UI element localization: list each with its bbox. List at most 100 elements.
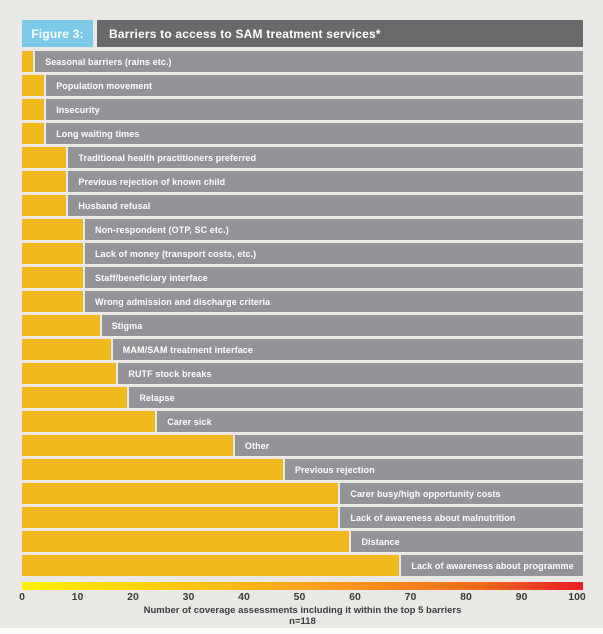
page-margin — [0, 628, 603, 634]
bar-label-box: Seasonal barriers (rains etc.) — [35, 51, 583, 72]
bar-label-box: Lack of awareness about malnutrition — [340, 507, 583, 528]
x-axis-tick: 100 — [568, 591, 586, 603]
bar-row: Non-respondent (OTP, SC etc.) — [22, 219, 583, 240]
bar-label-box: Lack of awareness about programme — [401, 555, 583, 576]
bar-row: Other — [22, 435, 583, 456]
bar-row: Previous rejection — [22, 459, 583, 480]
bar-label-box: Carer busy/high opportunity costs — [340, 483, 583, 504]
bar-label-box: Population movement — [46, 75, 583, 96]
bar-row: Lack of money (transport costs, etc.) — [22, 243, 583, 264]
bar-label-box: Previous rejection of known child — [68, 171, 583, 192]
value-bar — [22, 123, 45, 144]
value-bar — [22, 51, 34, 72]
bar-label: RUTF stock breaks — [128, 368, 212, 379]
value-bar — [22, 435, 233, 456]
bar-label: Non-respondent (OTP, SC etc.) — [95, 224, 229, 235]
bar-row: Wrong admission and discharge criteria — [22, 291, 583, 312]
x-axis-tick: 50 — [293, 591, 306, 603]
value-bar — [22, 555, 400, 576]
bar-row: Lack of awareness about malnutrition — [22, 507, 583, 528]
bar-label-box: Staff/beneficiary interface — [85, 267, 583, 288]
value-bar — [22, 363, 117, 384]
bar-label-box: Distance — [351, 531, 583, 552]
value-bar — [22, 483, 339, 504]
x-axis-tick: 0 — [19, 591, 25, 603]
bar-label: Traditional health practitioners preferr… — [78, 152, 257, 163]
bar-label: Staff/beneficiary interface — [95, 272, 208, 283]
value-bar — [22, 219, 84, 240]
bar-label: Previous rejection — [294, 464, 375, 475]
bar-label-box: Relapse — [129, 387, 583, 408]
bar-row: Relapse — [22, 387, 583, 408]
x-axis-tick: 80 — [460, 591, 472, 603]
bar-label: Wrong admission and discharge criteria — [95, 296, 271, 307]
bar-label-box: Insecurity — [46, 99, 583, 120]
value-bar — [22, 507, 339, 528]
bar-label: Insecurity — [56, 104, 100, 115]
bar-label: Lack of awareness about malnutrition — [350, 512, 516, 523]
bar-label: Husband refusal — [78, 200, 151, 211]
bar-row: Stigma — [22, 315, 583, 336]
bar-label: Previous rejection of known child — [78, 176, 226, 187]
bar-row: Insecurity — [22, 99, 583, 120]
bar-label: Long waiting times — [56, 128, 140, 139]
bar-label-box: Stigma — [101, 315, 583, 336]
value-bar — [22, 387, 128, 408]
bar-label-box: Previous rejection — [284, 459, 583, 480]
bar-label-box: MAM/SAM treatment interface — [112, 339, 583, 360]
x-axis-tick: 40 — [238, 591, 250, 603]
bar-row: Staff/beneficiary interface — [22, 267, 583, 288]
bar-row: Husband refusal — [22, 195, 583, 216]
figure-title: Barriers to access to SAM treatment serv… — [97, 20, 583, 47]
bar-row: MAM/SAM treatment interface — [22, 339, 583, 360]
bar-label-box: Lack of money (transport costs, etc.) — [85, 243, 583, 264]
bar-row: Previous rejection of known child — [22, 171, 583, 192]
bar-label: MAM/SAM treatment interface — [122, 344, 254, 355]
value-bar — [22, 339, 111, 360]
bar-label: Lack of awareness about programme — [411, 560, 574, 571]
bar-label-box: Husband refusal — [68, 195, 583, 216]
value-bar — [22, 75, 45, 96]
bar-row: Traditional health practitioners preferr… — [22, 147, 583, 168]
bar-label: Distance — [361, 536, 400, 547]
x-axis-tick: 70 — [404, 591, 417, 603]
bar-label: Population movement — [56, 80, 153, 91]
bar-row: RUTF stock breaks — [22, 363, 583, 384]
bar-row: Population movement — [22, 75, 583, 96]
bar-row: Distance — [22, 531, 583, 552]
bar-label-box: Wrong admission and discharge criteria — [85, 291, 583, 312]
bar-label: Other — [244, 440, 270, 451]
bar-row: Long waiting times — [22, 123, 583, 144]
bar-label: Lack of money (transport costs, etc.) — [95, 248, 257, 259]
bar-row: Carer sick — [22, 411, 583, 432]
figure-number-badge: Figure 3: — [22, 20, 93, 47]
x-axis-tick: 90 — [515, 591, 528, 603]
value-bar — [22, 411, 156, 432]
bar-label: Stigma — [111, 320, 143, 331]
bar-row: Lack of awareness about programme — [22, 555, 583, 576]
bar-row: Seasonal barriers (rains etc.) — [22, 51, 583, 72]
x-axis: 0 10 20 30 40 50 60 70 80 90 100 — [19, 591, 586, 603]
value-bar — [22, 147, 67, 168]
bar-label: Carer busy/high opportunity costs — [350, 488, 501, 499]
bar-row: Carer busy/high opportunity costs — [22, 483, 583, 504]
axis-gradient-bar — [22, 582, 583, 590]
x-axis-label: Number of coverage assessments including… — [143, 605, 462, 616]
value-bar — [22, 267, 84, 288]
bar-label-box: Other — [234, 435, 583, 456]
value-bar — [22, 531, 350, 552]
bar-chart: Seasonal barriers (rains etc.) Population… — [22, 51, 583, 579]
value-bar — [22, 459, 283, 480]
bar-label: Relapse — [139, 392, 175, 403]
value-bar — [22, 315, 100, 336]
bar-label: Seasonal barriers (rains etc.) — [45, 56, 172, 67]
bar-label-box: Traditional health practitioners preferr… — [68, 147, 583, 168]
bar-label: Carer sick — [167, 416, 212, 427]
x-axis-tick: 20 — [127, 591, 139, 603]
x-axis-tick: 10 — [71, 591, 84, 603]
bar-label-box: Long waiting times — [46, 123, 583, 144]
value-bar — [22, 99, 45, 120]
bar-label-box: Carer sick — [157, 411, 583, 432]
value-bar — [22, 291, 84, 312]
